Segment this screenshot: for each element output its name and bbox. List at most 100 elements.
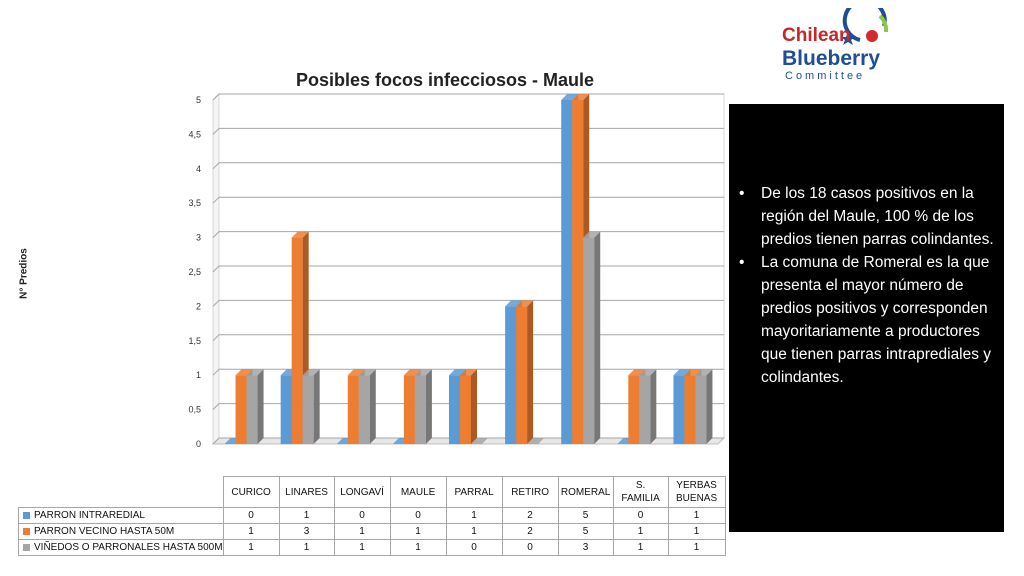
logo-line-2: Blueberry xyxy=(782,47,880,70)
legend-entry: VIÑEDOS O PARRONALES HASTA 500M xyxy=(18,539,224,556)
bar-0-6 xyxy=(561,100,573,444)
bar-2-1 xyxy=(302,375,314,444)
x-tick-label: CURICO xyxy=(222,476,280,508)
chilean-blueberry-committee-logo: Chilean Blueberry Committee xyxy=(782,8,889,82)
x-tick-label: ROMERAL xyxy=(557,476,614,508)
gridline xyxy=(212,299,724,307)
data-label: 1 xyxy=(389,539,447,556)
bar-2-2-side xyxy=(369,369,376,444)
bar-2-6-top xyxy=(583,231,601,238)
y-tick-label: 1,5 xyxy=(188,336,201,346)
data-label: 2 xyxy=(501,507,559,524)
bar-1-3 xyxy=(403,375,415,444)
data-label: 1 xyxy=(667,523,726,540)
bar-1-6 xyxy=(572,100,584,444)
x-tick-label: PARRAL xyxy=(445,476,503,508)
gridline xyxy=(212,231,724,238)
data-label: 1 xyxy=(278,539,335,556)
data-label: 0 xyxy=(333,507,391,524)
gridline xyxy=(212,265,724,273)
table-corner-cell xyxy=(19,477,224,508)
bar-2-2 xyxy=(358,375,370,444)
y-tick-label: 3 xyxy=(196,233,201,243)
bar-2-6-side xyxy=(594,231,601,444)
data-label: 0 xyxy=(389,507,447,524)
y-tick-label: 4 xyxy=(196,164,201,174)
bar-0-5-top xyxy=(505,300,523,307)
table-row: PARRON INTRAREDIAL 0 1 0 0 1 2 5 0 1 xyxy=(18,507,726,524)
gridline xyxy=(212,368,724,376)
gridline xyxy=(212,93,724,101)
data-label: 1 xyxy=(667,507,726,524)
y-tick-label: 2 xyxy=(196,301,201,311)
bar-2-8 xyxy=(695,375,707,444)
bar-0-8-top xyxy=(673,369,691,376)
gridline xyxy=(212,437,724,445)
gridline xyxy=(212,196,724,204)
legend-entry: PARRON VECINO HASTA 50M xyxy=(18,523,224,540)
data-label: 2 xyxy=(501,523,559,540)
gridline xyxy=(212,127,724,135)
bar-2-0-top xyxy=(246,369,264,376)
gridline xyxy=(212,334,724,342)
bar-1-6-top xyxy=(572,94,590,100)
bar-2-1-side xyxy=(313,369,320,444)
data-label: 1 xyxy=(333,523,391,540)
bar-2-4-top xyxy=(471,438,488,444)
bar-0-5 xyxy=(505,306,517,444)
bar-1-7-top xyxy=(628,369,646,376)
x-tick-label: RETIRO xyxy=(501,476,559,508)
legend-swatch xyxy=(23,543,30,551)
bar-2-5-top xyxy=(527,438,545,444)
y-tick-label: 3,5 xyxy=(188,198,201,208)
bar-1-3-top xyxy=(403,369,421,376)
x-tick-label: S. FAMILIA xyxy=(612,476,669,508)
bar-1-5 xyxy=(516,306,528,444)
bar-0-4-top xyxy=(449,369,466,376)
y-tick-label: 0,5 xyxy=(188,405,201,415)
notes-panel: De los 18 casos positivos en la región d… xyxy=(729,104,1004,532)
gridline xyxy=(212,162,724,170)
data-label: 3 xyxy=(557,539,614,556)
bar-2-3-top xyxy=(414,369,432,376)
data-label: 1 xyxy=(445,507,503,524)
bar-0-6-top xyxy=(561,94,579,100)
chart-title: Posibles focos infecciosos - Maule xyxy=(295,70,595,90)
bar-1-5-side xyxy=(527,300,534,444)
y-tick-label: 2,5 xyxy=(188,267,201,277)
bar-2-8-top xyxy=(695,369,713,376)
y-tick-label: 4,5 xyxy=(188,129,201,139)
bar-2-7-side xyxy=(650,369,657,444)
data-label: 3 xyxy=(278,523,335,540)
logo-line-1: Chilean xyxy=(782,25,851,46)
data-label: 1 xyxy=(222,539,280,556)
data-table: CURICO LINARES LONGAVÍ MAULE PARRAL RETIRO ROM… xyxy=(18,476,726,556)
table-row: PARRON VECINO HASTA 50M 1 3 1 1 1 2 5 1 1 xyxy=(18,523,726,540)
bar-2-3 xyxy=(414,375,426,444)
y-tick-label: 1 xyxy=(196,370,201,380)
data-label: 0 xyxy=(612,507,669,524)
bar-2-8-side xyxy=(706,369,713,444)
bar-2-7-top xyxy=(639,369,657,376)
bar-1-1-top xyxy=(291,231,309,238)
notes-list: De los 18 casos positivos en la región d… xyxy=(739,182,1001,389)
table-header-row: CURICO LINARES LONGAVÍ MAULE PARRAL RETIRO ROM… xyxy=(19,476,726,508)
data-label: 0 xyxy=(222,507,280,524)
data-label: 1 xyxy=(222,523,280,540)
data-label: 1 xyxy=(333,539,391,556)
legend-entry: PARRON INTRAREDIAL xyxy=(18,507,224,524)
logo-line-3: Committee xyxy=(785,70,865,82)
bar-2-2-top xyxy=(358,369,376,376)
bar-1-4 xyxy=(460,375,471,444)
x-tick-label: LONGAVÍ xyxy=(333,476,391,508)
bar-0-8 xyxy=(673,375,685,444)
data-label: 1 xyxy=(278,507,335,524)
bar-1-2-top xyxy=(347,369,365,376)
y-tick-label: 0 xyxy=(196,439,201,449)
x-tick-label: LINARES xyxy=(278,476,335,508)
data-label: 1 xyxy=(389,523,447,540)
data-label: 1 xyxy=(612,539,669,556)
bar-2-3-side xyxy=(425,369,432,444)
data-label: 5 xyxy=(557,507,614,524)
